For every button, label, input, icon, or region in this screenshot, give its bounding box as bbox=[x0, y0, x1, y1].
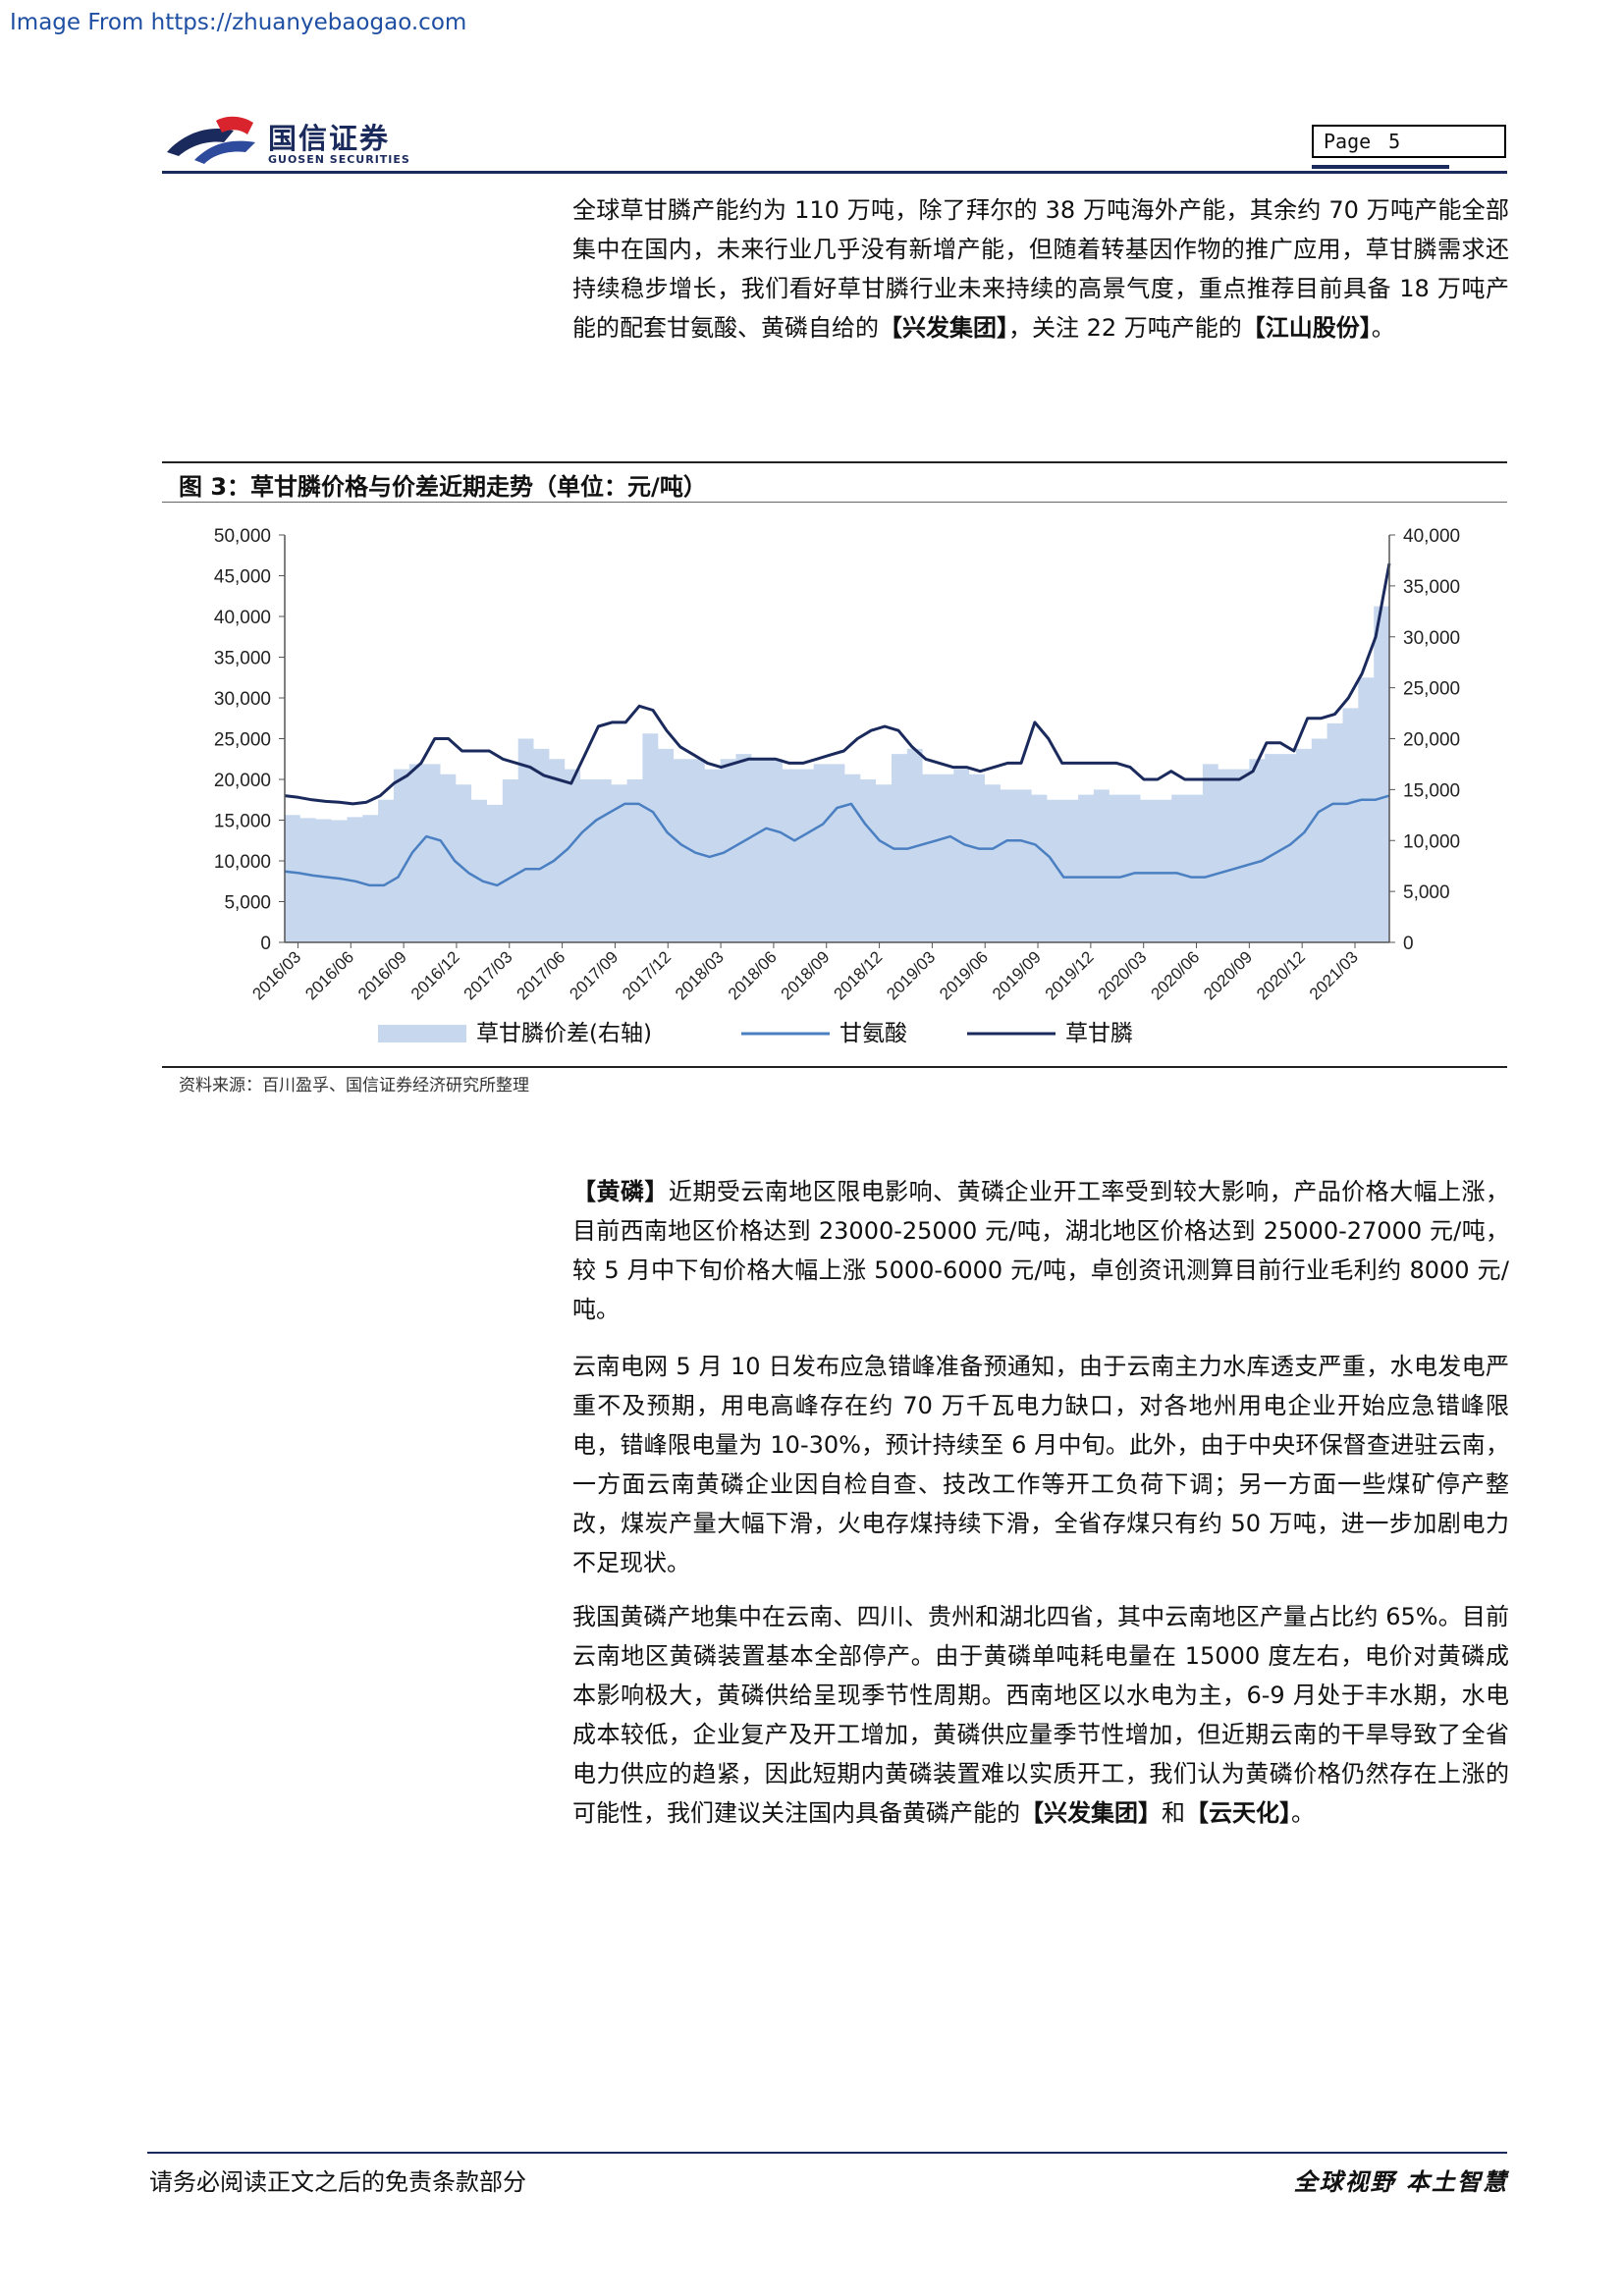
left-tick-label: 0 bbox=[260, 934, 271, 954]
page-number: 5 bbox=[1388, 130, 1401, 153]
header-accent-rule bbox=[1312, 165, 1449, 169]
intro-bold-b: 【江山股份】 bbox=[1241, 314, 1372, 342]
x-tick-label: 2016/09 bbox=[354, 947, 410, 1003]
right-tick-label: 25,000 bbox=[1403, 679, 1460, 700]
para3-text-c: 。 bbox=[1291, 1799, 1315, 1827]
legend-label: 甘氨酸 bbox=[839, 1021, 907, 1046]
intro-text-c: 。 bbox=[1371, 314, 1395, 342]
right-tick-label: 35,000 bbox=[1403, 577, 1460, 598]
series-line-2 bbox=[284, 562, 1391, 806]
x-tick-label: 2019/03 bbox=[883, 947, 939, 1003]
footer-rule bbox=[147, 2152, 1507, 2154]
left-tick-label: 5,000 bbox=[224, 893, 271, 914]
series-area-spread bbox=[285, 606, 1389, 942]
left-tick-label: 40,000 bbox=[214, 608, 271, 628]
intro-paragraph: 全球草甘膦产能约为 110 万吨，除了拜尔的 38 万吨海外产能，其余约 70 … bbox=[572, 190, 1509, 347]
x-tick-label: 2019/09 bbox=[989, 947, 1045, 1003]
left-tick-label: 25,000 bbox=[214, 730, 271, 751]
right-tick-label: 30,000 bbox=[1403, 628, 1460, 649]
right-tick-label: 5,000 bbox=[1403, 882, 1450, 903]
right-tick-label: 40,000 bbox=[1403, 526, 1460, 547]
left-tick-label: 35,000 bbox=[214, 649, 271, 669]
paragraph-yunnan-power: 云南电网 5 月 10 日发布应急错峰准备预通知，由于云南主力水库透支严重，水电… bbox=[572, 1347, 1509, 1582]
glyphosate-price-chart: 0 5,000 10,000 15,000 20,000 25,000 30,000 35,0… bbox=[214, 526, 1460, 1046]
left-tick-label: 15,000 bbox=[214, 812, 271, 832]
left-tick-label: 50,000 bbox=[214, 526, 271, 547]
x-tick-label: 2016/03 bbox=[248, 947, 304, 1003]
source-watermark[interactable]: Image From https://zhuanyebaogao.com bbox=[10, 10, 467, 35]
series-line-1 bbox=[284, 794, 1390, 887]
footer-disclaimer: 请务必阅读正文之后的免责条款部分 bbox=[149, 2168, 526, 2196]
left-tick-label: 30,000 bbox=[214, 689, 271, 710]
figure-top-rule bbox=[162, 461, 1507, 463]
figure-bottom-rule bbox=[162, 1066, 1507, 1068]
figure-source: 资料来源：百川盈孚、国信证券经济研究所整理 bbox=[179, 1076, 529, 1095]
left-tick-label: 45,000 bbox=[214, 567, 271, 588]
x-tick-label: 2017/06 bbox=[514, 947, 569, 1003]
legend-label: 草甘膦价差(右轴) bbox=[476, 1021, 652, 1046]
x-tick-label: 2018/09 bbox=[778, 947, 834, 1003]
x-tick-label: 2018/06 bbox=[725, 947, 781, 1003]
x-tick-label: 2018/03 bbox=[672, 947, 728, 1003]
para1-text: 近期受云南地区限电影响、黄磷企业开工率受到较大影响，产品价格大幅上涨，目前西南地… bbox=[572, 1178, 1510, 1323]
figure-title: 图 3：草甘膦价格与价差近期走势（单位：元/吨） bbox=[179, 473, 707, 501]
x-tick-label: 2019/12 bbox=[1042, 947, 1098, 1003]
page-indicator: Page 5 bbox=[1312, 125, 1506, 158]
right-tick-label: 10,000 bbox=[1403, 831, 1460, 852]
x-tick-label: 2016/06 bbox=[301, 947, 357, 1003]
para3-text-b: 和 bbox=[1162, 1799, 1185, 1827]
right-tick-label: 20,000 bbox=[1403, 730, 1460, 751]
x-tick-label: 2017/09 bbox=[566, 947, 622, 1003]
para3-bold-b: 【云天化】 bbox=[1185, 1799, 1291, 1827]
left-tick-label: 10,000 bbox=[214, 852, 271, 873]
intro-text-a: 全球草甘膦产能约为 110 万吨，除了拜尔的 38 万吨海外产能，其余约 70 … bbox=[572, 196, 1509, 342]
left-tick-label: 20,000 bbox=[214, 771, 271, 791]
intro-text-b: ，关注 22 万吨产能的 bbox=[1008, 314, 1242, 342]
x-tick-label: 2016/12 bbox=[407, 947, 463, 1003]
para1-bold-lead: 【黄磷】 bbox=[572, 1178, 669, 1205]
logo-text-en: GUOSEN SECURITIES bbox=[268, 153, 410, 166]
legend-label: 草甘膦 bbox=[1065, 1021, 1133, 1046]
x-tick-label: 2018/12 bbox=[831, 947, 887, 1003]
guosen-logo-icon bbox=[167, 116, 255, 164]
x-tick-label: 2017/03 bbox=[460, 947, 516, 1003]
logo-text-cn: 国信证券 bbox=[268, 122, 391, 155]
x-tick-label: 2020/03 bbox=[1095, 947, 1151, 1003]
para2-text: 云南电网 5 月 10 日发布应急错峰准备预通知，由于云南主力水库透支严重，水电… bbox=[572, 1353, 1509, 1576]
paragraph-yellow-phosphorus: 【黄磷】近期受云南地区限电影响、黄磷企业开工率受到较大影响，产品价格大幅上涨，目… bbox=[572, 1172, 1509, 1329]
figure-title-rule bbox=[162, 502, 1507, 503]
paragraph-supply: 我国黄磷产地集中在云南、四川、贵州和湖北四省，其中云南地区产量占比约 65%。目… bbox=[572, 1597, 1509, 1833]
right-tick-label: 0 bbox=[1403, 934, 1414, 954]
x-tick-label: 2017/12 bbox=[619, 947, 675, 1003]
right-tick-label: 15,000 bbox=[1403, 780, 1460, 801]
header-rule bbox=[162, 171, 1507, 174]
page-label: Page bbox=[1324, 130, 1372, 153]
legend-swatch-area bbox=[378, 1025, 466, 1042]
x-tick-label: 2020/12 bbox=[1253, 947, 1309, 1003]
x-tick-label: 2020/09 bbox=[1200, 947, 1256, 1003]
intro-bold-a: 【兴发集团】 bbox=[879, 314, 1008, 342]
para3-text: 我国黄磷产地集中在云南、四川、贵州和湖北四省，其中云南地区产量占比约 65%。目… bbox=[572, 1603, 1509, 1827]
x-tick-label: 2019/06 bbox=[936, 947, 992, 1003]
para3-bold-a: 【兴发集团】 bbox=[1020, 1799, 1162, 1827]
footer-slogan: 全球视野 本土智慧 bbox=[1293, 2168, 1508, 2196]
x-tick-label: 2020/06 bbox=[1147, 947, 1203, 1003]
x-tick-label: 2021/03 bbox=[1306, 947, 1362, 1003]
